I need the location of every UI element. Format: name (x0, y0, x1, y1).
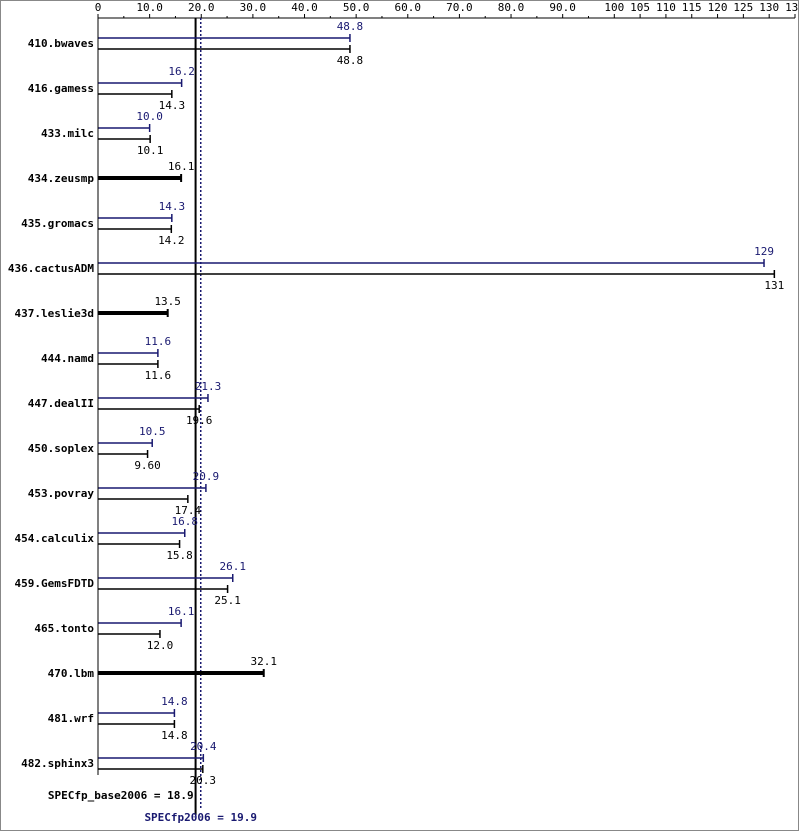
value-label: 14.3 (159, 200, 186, 213)
category-label: 410.bwaves (28, 37, 94, 50)
x-tick-label: 70.0 (446, 1, 473, 14)
value-label: 17.4 (175, 504, 202, 517)
value-label: 10.1 (137, 144, 164, 157)
x-tick-label: 135 (785, 1, 799, 14)
category-label: 434.zeusmp (28, 172, 95, 185)
value-label: 16.1 (168, 605, 195, 618)
value-label: 16.2 (168, 65, 195, 78)
category-label: 447.dealII (28, 397, 94, 410)
x-tick-label: 0 (95, 1, 102, 14)
base-label: SPECfp_base2006 = 18.9 (48, 789, 194, 802)
value-label: 48.8 (337, 54, 364, 67)
category-label: 482.sphinx3 (21, 757, 94, 770)
value-label: 129 (754, 245, 774, 258)
category-label: 481.wrf (48, 712, 94, 725)
value-label: 9.60 (134, 459, 161, 472)
x-tick-label: 120 (708, 1, 728, 14)
x-tick-label: 125 (733, 1, 753, 14)
category-label: 470.lbm (48, 667, 95, 680)
value-label: 14.8 (161, 695, 188, 708)
value-label: 19.6 (186, 414, 213, 427)
value-label: 131 (764, 279, 784, 292)
x-tick-label: 40.0 (291, 1, 318, 14)
value-label: 11.6 (145, 369, 172, 382)
value-label: 26.1 (220, 560, 247, 573)
category-label: 459.GemsFDTD (15, 577, 95, 590)
value-label: 21.3 (195, 380, 222, 393)
value-label: 16.1 (168, 160, 195, 173)
category-label: 450.soplex (28, 442, 95, 455)
x-tick-label: 90.0 (549, 1, 576, 14)
category-label: 465.tonto (34, 622, 94, 635)
x-tick-label: 105 (630, 1, 650, 14)
category-label: 416.gamess (28, 82, 94, 95)
category-label: 433.milc (41, 127, 94, 140)
value-label: 16.8 (171, 515, 198, 528)
value-label: 12.0 (147, 639, 174, 652)
value-label: 20.3 (190, 774, 217, 787)
value-label: 14.2 (158, 234, 185, 247)
category-label: 454.calculix (15, 532, 95, 545)
category-label: 437.leslie3d (15, 307, 94, 320)
x-tick-label: 110 (656, 1, 676, 14)
category-label: 444.namd (41, 352, 94, 365)
category-label: 435.gromacs (21, 217, 94, 230)
value-label: 20.4 (190, 740, 217, 753)
value-label: 25.1 (214, 594, 241, 607)
value-label: 20.9 (193, 470, 220, 483)
value-label: 14.3 (159, 99, 186, 112)
value-label: 32.1 (250, 655, 277, 668)
value-label: 10.0 (136, 110, 163, 123)
value-label: 15.8 (166, 549, 193, 562)
x-tick-label: 60.0 (395, 1, 422, 14)
peak-label: SPECfp2006 = 19.9 (144, 811, 257, 824)
category-label: 453.povray (28, 487, 95, 500)
value-label: 10.5 (139, 425, 166, 438)
x-tick-label: 10.0 (136, 1, 163, 14)
x-tick-label: 20.0 (188, 1, 215, 14)
value-label: 13.5 (154, 295, 181, 308)
x-tick-label: 50.0 (343, 1, 370, 14)
x-tick-label: 30.0 (240, 1, 267, 14)
category-label: 436.cactusADM (8, 262, 94, 275)
x-tick-label: 100 (604, 1, 624, 14)
value-label: 48.8 (337, 20, 364, 33)
x-tick-label: 130 (759, 1, 779, 14)
value-label: 14.8 (161, 729, 188, 742)
value-label: 11.6 (145, 335, 172, 348)
x-tick-label: 115 (682, 1, 702, 14)
x-tick-label: 80.0 (498, 1, 525, 14)
